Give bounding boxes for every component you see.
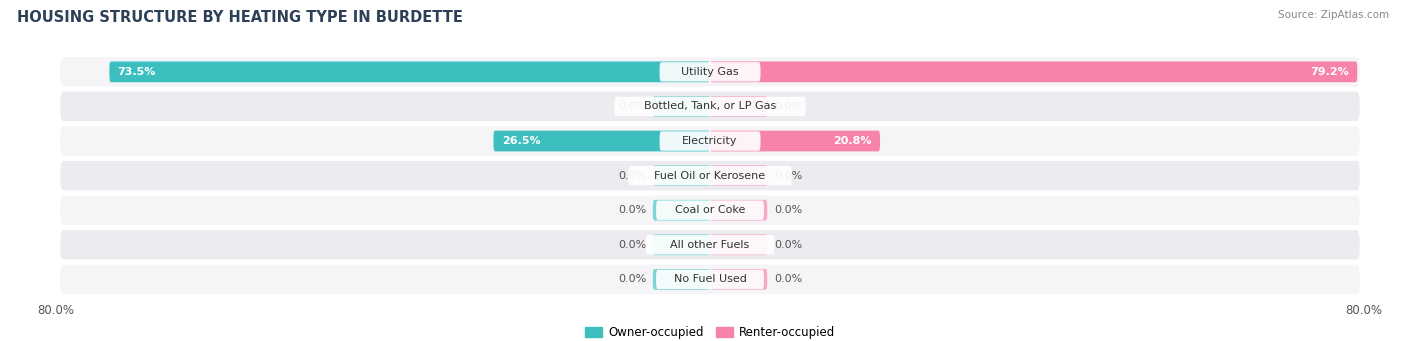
Text: 0.0%: 0.0% xyxy=(619,170,647,181)
FancyBboxPatch shape xyxy=(652,96,710,117)
FancyBboxPatch shape xyxy=(710,200,768,221)
FancyBboxPatch shape xyxy=(60,161,1360,190)
Text: 0.0%: 0.0% xyxy=(619,275,647,284)
FancyBboxPatch shape xyxy=(652,234,710,255)
FancyBboxPatch shape xyxy=(60,92,1360,121)
Text: 0.0%: 0.0% xyxy=(619,205,647,215)
FancyBboxPatch shape xyxy=(60,126,1360,156)
Text: 0.0%: 0.0% xyxy=(773,240,801,250)
Text: Bottled, Tank, or LP Gas: Bottled, Tank, or LP Gas xyxy=(644,101,776,112)
Text: 20.8%: 20.8% xyxy=(834,136,872,146)
Text: Coal or Coke: Coal or Coke xyxy=(675,205,745,215)
FancyBboxPatch shape xyxy=(614,97,806,116)
Text: All other Fuels: All other Fuels xyxy=(671,240,749,250)
Text: 73.5%: 73.5% xyxy=(118,67,156,77)
FancyBboxPatch shape xyxy=(494,131,710,151)
FancyBboxPatch shape xyxy=(652,200,710,221)
Text: Utility Gas: Utility Gas xyxy=(682,67,738,77)
FancyBboxPatch shape xyxy=(60,265,1360,294)
FancyBboxPatch shape xyxy=(710,61,1357,82)
FancyBboxPatch shape xyxy=(710,165,768,186)
Text: HOUSING STRUCTURE BY HEATING TYPE IN BURDETTE: HOUSING STRUCTURE BY HEATING TYPE IN BUR… xyxy=(17,10,463,25)
FancyBboxPatch shape xyxy=(710,96,768,117)
FancyBboxPatch shape xyxy=(710,234,768,255)
FancyBboxPatch shape xyxy=(110,61,710,82)
Text: 0.0%: 0.0% xyxy=(619,240,647,250)
Legend: Owner-occupied, Renter-occupied: Owner-occupied, Renter-occupied xyxy=(579,322,841,341)
FancyBboxPatch shape xyxy=(652,269,710,290)
Text: Electricity: Electricity xyxy=(682,136,738,146)
FancyBboxPatch shape xyxy=(628,166,792,185)
FancyBboxPatch shape xyxy=(659,62,761,81)
FancyBboxPatch shape xyxy=(652,165,710,186)
Text: 0.0%: 0.0% xyxy=(773,170,801,181)
FancyBboxPatch shape xyxy=(657,201,763,220)
FancyBboxPatch shape xyxy=(60,195,1360,225)
FancyBboxPatch shape xyxy=(657,270,763,289)
FancyBboxPatch shape xyxy=(710,269,768,290)
FancyBboxPatch shape xyxy=(645,235,775,254)
FancyBboxPatch shape xyxy=(710,131,880,151)
FancyBboxPatch shape xyxy=(60,57,1360,87)
Text: No Fuel Used: No Fuel Used xyxy=(673,275,747,284)
Text: Fuel Oil or Kerosene: Fuel Oil or Kerosene xyxy=(654,170,766,181)
Text: 79.2%: 79.2% xyxy=(1310,67,1350,77)
Text: Source: ZipAtlas.com: Source: ZipAtlas.com xyxy=(1278,10,1389,20)
Text: 0.0%: 0.0% xyxy=(773,275,801,284)
Text: 0.0%: 0.0% xyxy=(773,101,801,112)
FancyBboxPatch shape xyxy=(60,230,1360,260)
Text: 0.0%: 0.0% xyxy=(619,101,647,112)
Text: 0.0%: 0.0% xyxy=(773,205,801,215)
Text: 26.5%: 26.5% xyxy=(502,136,540,146)
FancyBboxPatch shape xyxy=(659,131,761,151)
